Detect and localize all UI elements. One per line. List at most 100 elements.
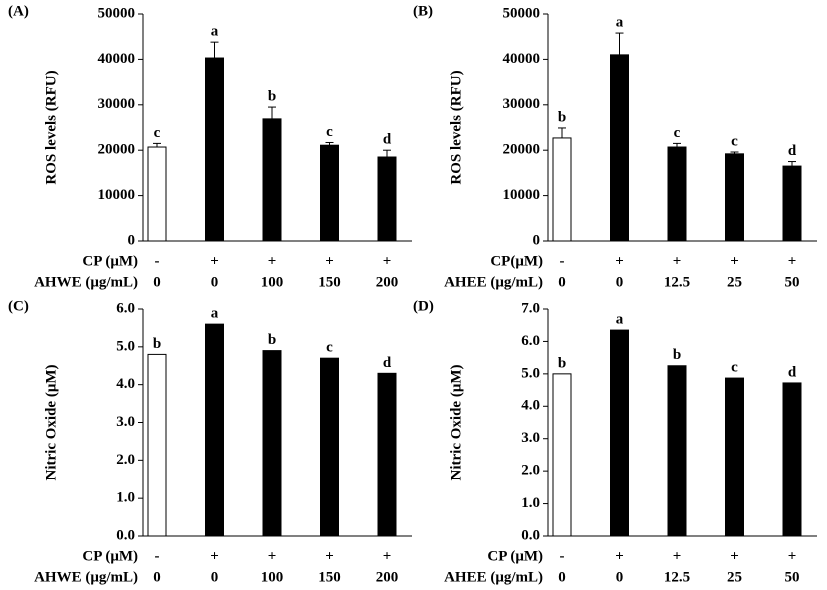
y-tick-label: 2.0 (521, 463, 540, 479)
x-row-value: 50 (785, 569, 800, 585)
y-tick-label: 40000 (503, 51, 541, 67)
x-row-label: AHWE (μg/mL) (34, 274, 138, 290)
x-row-value: 0 (211, 569, 219, 585)
x-row-value: - (155, 548, 160, 564)
y-tick-label: 3.0 (116, 414, 135, 430)
x-row-label: CP (μM) (487, 548, 543, 564)
y-axis-label: Nitric Oxide (μM) (448, 365, 464, 481)
x-row-value: 0 (616, 274, 624, 290)
x-row-value: 0 (558, 274, 566, 290)
x-row-value: 0 (558, 569, 566, 585)
y-tick-label: 30000 (98, 96, 136, 112)
y-tick-label: 0.0 (116, 527, 135, 543)
x-row-label: AHWE (μg/mL) (34, 569, 138, 585)
x-row-value: 0 (211, 274, 219, 290)
bar (782, 165, 802, 242)
bar (667, 146, 687, 242)
x-row-value: 100 (261, 569, 284, 585)
significance-letter: c (326, 124, 333, 140)
bar (552, 137, 572, 242)
y-tick-label: 20000 (503, 142, 541, 158)
y-tick-label: 5.0 (521, 365, 540, 381)
bar (610, 329, 629, 537)
y-tick-label: 30000 (503, 96, 541, 112)
significance-letter: a (616, 312, 624, 328)
bar (205, 323, 224, 537)
y-axis-label: ROS levels (RFU) (448, 70, 464, 184)
significance-letter: d (383, 355, 392, 371)
significance-letter: b (268, 89, 276, 105)
x-row-label: CP (μM) (82, 548, 138, 564)
y-tick-label: 50000 (503, 5, 541, 21)
x-row-value: + (268, 253, 277, 269)
x-row-value: + (268, 548, 277, 564)
x-row-value: 25 (727, 569, 742, 585)
y-tick-label: 7.0 (521, 300, 540, 316)
y-tick-label: 10000 (98, 187, 136, 203)
y-tick-label: 4.0 (116, 376, 135, 392)
bar (147, 353, 167, 537)
x-row-value: + (325, 253, 334, 269)
y-tick-label: 0 (533, 232, 541, 248)
x-row-value: + (210, 548, 219, 564)
y-tick-label: 5.0 (116, 338, 135, 354)
x-row-value: + (210, 253, 219, 269)
y-tick-label: 20000 (98, 142, 136, 158)
y-tick-label: 4.0 (521, 398, 540, 414)
x-row-value: + (730, 548, 739, 564)
bar (377, 156, 397, 242)
bar (147, 146, 167, 242)
panel-label: (C) (8, 298, 29, 314)
bar (377, 372, 397, 537)
significance-letter: c (731, 360, 738, 376)
x-row-value: 50 (785, 274, 800, 290)
y-tick-label: 3.0 (521, 430, 540, 446)
x-row-value: + (325, 548, 334, 564)
x-row-value: + (730, 253, 739, 269)
significance-letter: a (211, 24, 219, 40)
y-tick-label: 0.0 (521, 527, 540, 543)
bar (552, 373, 572, 537)
x-row-value: 12.5 (664, 569, 690, 585)
significance-letter: b (153, 336, 161, 352)
significance-letter: c (674, 125, 681, 141)
panel-label: (D) (413, 298, 434, 314)
significance-letter: d (788, 364, 797, 380)
bar (725, 377, 744, 537)
y-tick-label: 2.0 (116, 452, 135, 468)
x-row-value: 150 (318, 569, 341, 585)
bar (320, 144, 339, 242)
y-axis-label: ROS levels (RFU) (43, 70, 59, 184)
x-row-value: + (788, 548, 797, 564)
panel-label: (B) (413, 3, 433, 19)
x-row-value: 100 (261, 274, 284, 290)
significance-letter: c (154, 125, 161, 141)
x-row-value: 0 (153, 569, 161, 585)
x-row-value: + (788, 253, 797, 269)
significance-letter: b (558, 355, 566, 371)
bar (205, 57, 224, 242)
bar (667, 365, 687, 537)
bar (725, 153, 744, 242)
y-tick-label: 0 (128, 232, 136, 248)
y-axis-label: Nitric Oxide (μM) (43, 365, 59, 481)
x-row-label: CP(μM) (490, 253, 543, 269)
x-row-value: 12.5 (664, 274, 690, 290)
x-row-value: 150 (318, 274, 341, 290)
y-tick-label: 6.0 (521, 333, 540, 349)
y-tick-label: 1.0 (521, 495, 540, 511)
significance-letter: c (326, 340, 333, 356)
x-row-value: 200 (376, 274, 399, 290)
bar (782, 382, 802, 537)
x-row-label: AHEE (μg/mL) (444, 274, 543, 290)
y-tick-label: 1.0 (116, 490, 135, 506)
significance-letter: b (268, 332, 276, 348)
x-row-label: CP (μM) (82, 253, 138, 269)
significance-letter: b (558, 109, 566, 125)
bar (610, 54, 629, 242)
y-tick-label: 6.0 (116, 300, 135, 316)
bar (320, 357, 339, 537)
x-row-value: + (383, 548, 392, 564)
